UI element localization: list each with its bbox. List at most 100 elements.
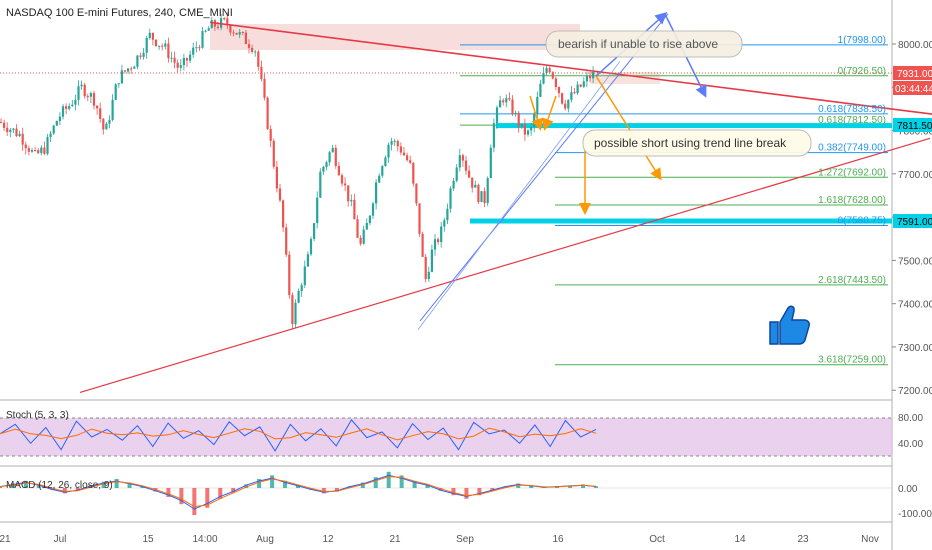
candle-body (12, 128, 15, 130)
candle-body (297, 290, 300, 303)
candle-body (182, 57, 185, 66)
candle-body (548, 68, 551, 73)
candle-body (502, 100, 505, 103)
macd-histogram-bar (464, 488, 469, 499)
candle-body (40, 147, 43, 154)
time-axis[interactable]: 21 Jul 15 14:00 Aug 12 21 Sep 16 Oct 14 23 Nov (0, 534, 879, 545)
price-tick-label: 7200.00 (898, 386, 932, 397)
macd-label: MACD (12, 26, close, 9) (6, 480, 113, 491)
candle-body (266, 97, 269, 130)
candle-body (313, 223, 316, 239)
blue-trend-line-inner[interactable] (417, 61, 621, 330)
macd-histogram-bar (594, 486, 598, 488)
macd-histogram-bar (581, 484, 586, 488)
candle-body (18, 133, 21, 137)
candle-body (34, 149, 37, 151)
trend-lines[interactable] (79, 13, 932, 393)
candle-body (536, 96, 539, 115)
candle-body (517, 112, 520, 127)
orange-arrow (595, 75, 662, 181)
candle-body (278, 188, 282, 201)
main-pane[interactable] (0, 0, 892, 400)
stoch-lines (0, 419, 597, 452)
stoch-d-line (0, 427, 597, 441)
candle-body (216, 26, 220, 28)
candle-body (356, 219, 359, 238)
blue-trend-line[interactable] (419, 13, 669, 322)
candle-body (477, 184, 480, 202)
candle-body (9, 129, 12, 133)
short-text: possible short using trend line break (594, 136, 787, 150)
candle-body (257, 51, 260, 67)
candle-body (173, 57, 176, 63)
candle-body (585, 76, 588, 82)
countdown-label: 03:44:44 (895, 84, 932, 95)
current-zone[interactable] (590, 72, 660, 84)
candle-body (570, 92, 573, 100)
candle-body (458, 155, 461, 168)
candle-body (263, 78, 266, 98)
candle-body (55, 121, 58, 126)
candle-body (530, 127, 533, 131)
candle-body (359, 237, 362, 244)
candle-body (282, 200, 285, 228)
fib-labels: 1(7998.00) 0(7926.50) 0.618(7838.50)0.618(… (818, 35, 886, 366)
ascending-trend-line[interactable] (79, 137, 931, 393)
candle-body (452, 180, 455, 189)
candle-body (579, 84, 582, 87)
candle-body (334, 147, 337, 166)
candle-body (508, 98, 511, 100)
candle-body (576, 84, 579, 94)
descending-trend-line[interactable] (209, 21, 932, 115)
bearish-callout[interactable]: bearish if unable to rise above (545, 30, 743, 58)
macd-histogram-bar (438, 488, 443, 491)
candle-body (195, 47, 198, 49)
candle-body (154, 39, 158, 46)
stoch-label: Stoch (5, 3, 3) (6, 410, 69, 421)
candle-body (247, 44, 251, 48)
cyan-support-bar (496, 123, 892, 129)
support-badge-7811: 7811.50 (893, 118, 932, 132)
macd-histogram-bar (412, 480, 417, 488)
candle-body (303, 266, 306, 286)
candle-body (344, 183, 347, 186)
candle-body (387, 144, 390, 158)
candle-body (269, 129, 272, 141)
macd-histogram-bar (334, 488, 339, 492)
candle-body (192, 47, 195, 55)
candle-body (368, 215, 371, 223)
price-tick-label: 7500.00 (898, 256, 932, 267)
candle-body (179, 65, 182, 68)
candle-body (46, 137, 49, 154)
candle-body (96, 105, 99, 109)
candle-body (486, 178, 489, 204)
candle-body (71, 104, 74, 107)
candle-body (185, 57, 189, 61)
candle-body (133, 66, 136, 69)
candle-body (3, 122, 6, 128)
candle-body (117, 83, 120, 85)
candle-body (365, 222, 368, 230)
candle-body (52, 125, 55, 134)
candle-body (393, 141, 396, 143)
short-callout[interactable]: possible short using trend line break (582, 129, 812, 157)
candle-body (514, 112, 517, 115)
candle-body (74, 99, 77, 105)
price-tick-label: 7300.00 (898, 343, 932, 354)
candle-body (322, 166, 325, 172)
candle-body (61, 106, 65, 117)
candle-body (309, 238, 313, 255)
candle-body (43, 147, 46, 154)
time-tick-label: Jul (54, 534, 67, 545)
orange-arrow (529, 95, 544, 131)
candle-body (226, 18, 229, 26)
candle-body (362, 229, 365, 244)
candle-body (424, 256, 427, 280)
candle-body (409, 160, 412, 163)
fib-level-label: 2.618(7443.50) (818, 275, 886, 286)
chart-title: NASDAQ 100 E-mini Futures, 240, CME_MINI (6, 7, 233, 19)
candle-body (533, 114, 536, 128)
macd-histogram-bar (386, 471, 391, 488)
price-candles (0, 12, 595, 330)
